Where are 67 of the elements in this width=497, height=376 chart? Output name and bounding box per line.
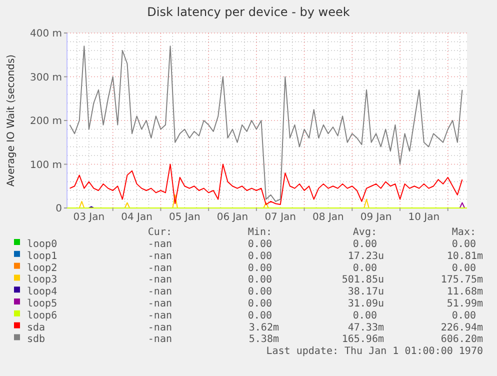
text: -nan	[148, 310, 172, 322]
text: 0.00	[248, 262, 272, 274]
text: 175.75m	[440, 274, 483, 286]
x-tick-label: 03 Jan	[73, 212, 105, 223]
text: 0.00	[352, 262, 377, 274]
text: 0.00	[248, 298, 272, 310]
text: 47.33m	[348, 322, 384, 334]
chart-title: Disk latency per device - by week	[147, 5, 350, 19]
line-series	[69, 46, 463, 202]
text: -nan	[148, 239, 172, 250]
text: 0.00	[248, 310, 272, 322]
text: -nan	[148, 286, 172, 298]
text: -nan	[148, 322, 172, 334]
text: 165.96m	[342, 334, 384, 346]
text: 0.00	[452, 239, 476, 250]
text: 51.99m	[446, 298, 483, 310]
text: 10.81m	[446, 250, 483, 262]
text: Min:	[248, 227, 272, 238]
text: 0.00	[352, 239, 377, 250]
x-tick-label: 06 Jan	[216, 212, 248, 223]
text: 226.94m	[440, 322, 483, 334]
text: Cur:	[148, 227, 172, 238]
text: 3.62m	[248, 322, 279, 334]
legend-label: loop3	[27, 274, 58, 286]
x-tick-label: 07 Jan	[264, 212, 296, 223]
y-tick-label: 0	[56, 204, 62, 214]
text: 606.20m	[440, 334, 483, 346]
y-tick-label: 200 m	[30, 116, 62, 127]
text: -nan	[148, 250, 172, 262]
x-tick-label: 09 Jan	[360, 212, 392, 223]
text: 0.00	[452, 262, 476, 274]
text: Max:	[452, 227, 476, 238]
legend-label: loop5	[27, 298, 58, 310]
text: 0.00	[248, 250, 272, 262]
text: 0.00	[248, 274, 272, 286]
text: -nan	[148, 262, 172, 274]
text: 5.38m	[248, 334, 279, 346]
legend-label: loop4	[27, 286, 58, 298]
legend-label: loop6	[27, 310, 58, 322]
x-tick-label: 08 Jan	[312, 212, 344, 223]
text: -nan	[148, 334, 172, 346]
text: 0.00	[452, 310, 476, 322]
legend-label: sda	[27, 322, 46, 334]
y-tick-label: 300 m	[30, 72, 62, 84]
text: -nan	[148, 298, 172, 310]
legend-label: loop1	[27, 250, 58, 262]
y-tick-label: 100 m	[30, 160, 62, 171]
x-tick-label: 04 Jan	[121, 212, 152, 223]
text: -nan	[148, 274, 172, 286]
x-tick-label: 05 Jan	[168, 212, 200, 223]
text: 501.85u	[342, 274, 384, 286]
text: 11.68m	[446, 286, 483, 298]
text: Last update: Thu Jan 1 01:00:00 1970	[266, 346, 483, 358]
text: 0.00	[352, 310, 377, 322]
legend-label: sdb	[27, 334, 46, 346]
x-tick-label: 10 Jan	[408, 212, 440, 223]
text: 17.23u	[348, 250, 384, 262]
text: 0.00	[248, 286, 272, 298]
y-axis-title: Average IO Wait (seconds)	[6, 54, 17, 187]
legend-label: loop0	[27, 239, 58, 250]
text: Avg:	[352, 227, 377, 238]
text: 38.17u	[348, 286, 384, 298]
line-series	[69, 164, 463, 205]
text: 31.09u	[348, 298, 384, 310]
y-tick-label: 400 m	[30, 28, 62, 40]
legend-label: loop2	[27, 262, 58, 274]
text: 0.00	[248, 239, 272, 250]
